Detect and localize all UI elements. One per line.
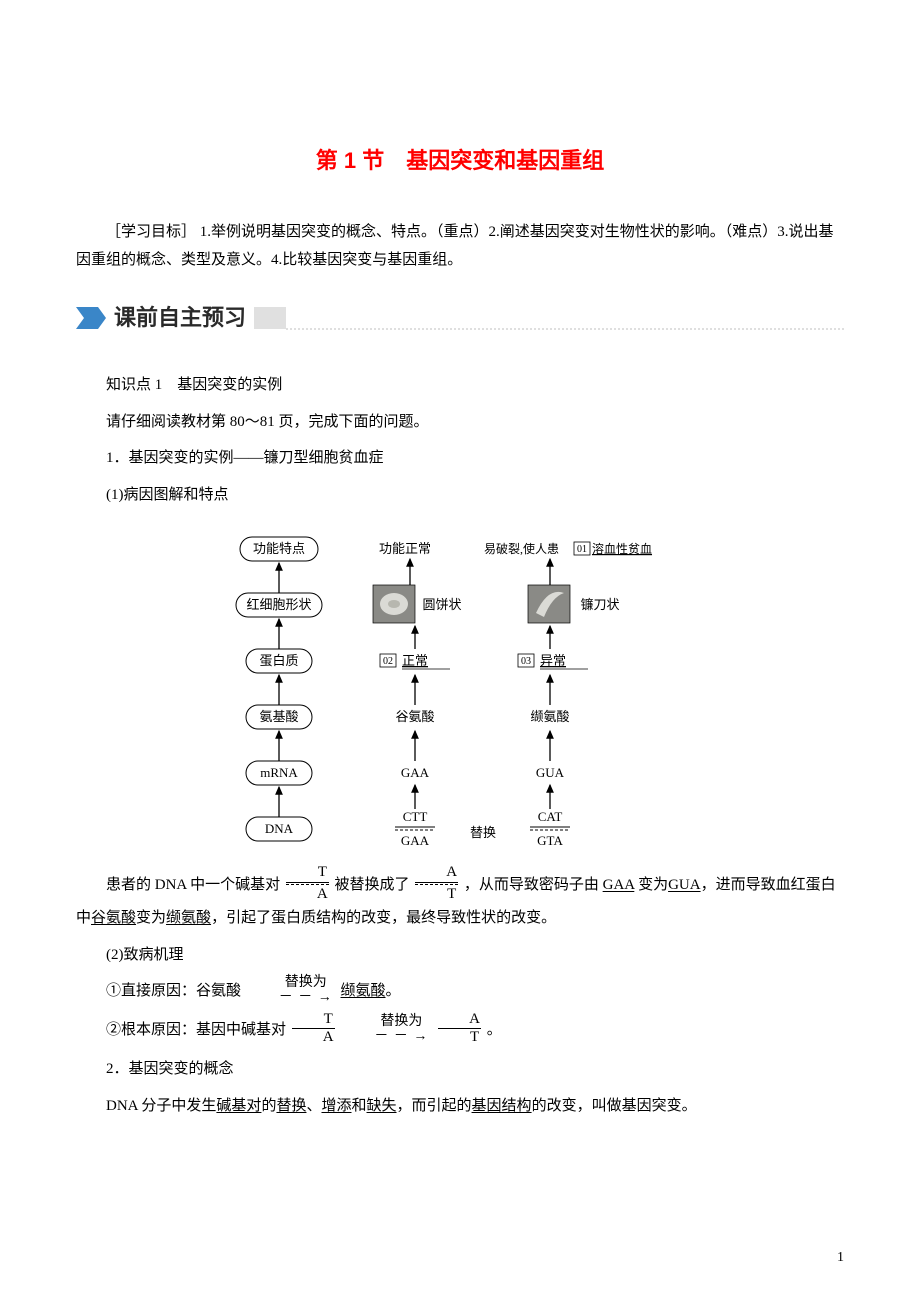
cell-normal-photo xyxy=(373,585,415,623)
kp1-heading: 知识点 1 基因突变的实例 xyxy=(76,371,844,400)
concept-b: ，而引起的 xyxy=(397,1098,472,1114)
section-banner: 课前自主预习 xyxy=(76,301,844,346)
ad-post1b: 变为 xyxy=(638,877,668,893)
d1-dot: 。 xyxy=(386,983,401,999)
goals-label: ［学习目标］ xyxy=(106,224,196,240)
kp1-sub2: (2)致病机理 xyxy=(76,941,844,970)
w2: 替换 xyxy=(276,1098,306,1114)
level-1: 红细胞形状 xyxy=(246,597,311,612)
func-disease-pre: 易破裂,使人患 xyxy=(484,541,559,556)
frac-AT: A T xyxy=(415,865,458,902)
goals-item-2: 2.阐述基因突变对生物性状的影响。（难点） xyxy=(489,224,778,240)
ad-mid1: 被替换成了 xyxy=(335,877,410,893)
d1-post: 缬氨酸 xyxy=(341,983,386,999)
svg-text:CTT: CTT xyxy=(403,809,428,824)
mrna-disease: GUA xyxy=(536,765,565,780)
ad-pre1: 患者的 DNA 中一个碱基对 xyxy=(106,877,280,893)
svg-text:03: 03 xyxy=(521,656,531,667)
ad-post1a: ，从而导致密码子由 xyxy=(464,877,599,893)
learning-goals: ［学习目标］ 1.举例说明基因突变的概念、特点。（重点）2.阐述基因突变对生物性… xyxy=(76,218,844,275)
w1: 碱基对 xyxy=(216,1098,261,1114)
w4: 缺失 xyxy=(367,1098,397,1114)
level-2: 蛋白质 xyxy=(259,653,298,668)
protein-disease: 异常 xyxy=(540,653,566,668)
kp1-item2: 2．基因突变的概念 xyxy=(76,1055,844,1084)
dna-disease: CAT GTA xyxy=(530,809,570,848)
svg-text:GAA: GAA xyxy=(401,833,430,848)
page-title: 第 1 节 基因突变和基因重组 xyxy=(76,140,844,182)
ad-line2b: 变为 xyxy=(136,910,166,926)
mid-de: 的 xyxy=(261,1098,276,1114)
after-diagram-para: 患者的 DNA 中一个碱基对 T A 被替换成了 A T ，从而导致密码子由 G… xyxy=(76,867,844,933)
banner-arrow-icon xyxy=(76,307,106,329)
cell-disease-photo xyxy=(528,585,570,623)
dna-normal: CTT GAA xyxy=(395,809,435,848)
svg-text:01: 01 xyxy=(577,544,587,555)
aa-glu: 谷氨酸 xyxy=(91,910,136,926)
diagram-container: 功能特点 红细胞形状 蛋白质 氨基酸 mRNA DNA 功能正常 易破裂,使人患 xyxy=(76,527,844,857)
d2-dot: 。 xyxy=(487,1022,502,1038)
svg-text:CAT: CAT xyxy=(538,809,563,824)
dun1: 、 xyxy=(306,1098,321,1114)
shape-normal-label: 圆饼状 xyxy=(422,597,461,612)
section-banner-svg: 课前自主预习 xyxy=(76,301,846,335)
page-number: 1 xyxy=(837,1245,844,1272)
kp1-sub1: (1)病因图解和特点 xyxy=(76,481,844,510)
page: 第 1 节 基因突变和基因重组 ［学习目标］ 1.举例说明基因突变的概念、特点。… xyxy=(0,0,920,1302)
level-0: 功能特点 xyxy=(253,541,305,556)
func-normal: 功能正常 xyxy=(379,541,431,556)
shape-disease-label: 镰刀状 xyxy=(580,597,619,612)
aa-val: 缬氨酸 xyxy=(166,910,211,926)
num-03: 03 xyxy=(518,654,534,667)
d2-frac2: A T xyxy=(438,1012,481,1045)
w3: 增添 xyxy=(321,1098,351,1114)
ad-line2c: ，引起了蛋白质结构的改变，最终导致性状的改变。 xyxy=(211,910,556,926)
root-cause: ②根本原因：基因中碱基对 T A 替换为 － － → A T 。 xyxy=(76,1014,844,1047)
codon-gaa: GAA xyxy=(603,877,635,893)
d2-frac1: T A xyxy=(292,1012,335,1045)
kp1-item1-title: 1．基因突变的实例——镰刀型细胞贫血症 xyxy=(76,444,844,473)
svg-text:02: 02 xyxy=(383,656,393,667)
dna-between: 替换 xyxy=(470,825,496,840)
d1-arrow: 替换为 － － → xyxy=(249,976,333,1005)
aa-disease: 缬氨酸 xyxy=(530,709,569,724)
goals-item-1: 1.举例说明基因突变的概念、特点。（重点） xyxy=(200,224,489,240)
kp1-read: 请仔细阅读教材第 80～81 页，完成下面的问题。 xyxy=(76,408,844,437)
w5: 基因结构 xyxy=(472,1098,532,1114)
he: 和 xyxy=(352,1098,367,1114)
d1-pre: ①直接原因：谷氨酸 xyxy=(106,983,241,999)
mrna-normal: GAA xyxy=(401,765,430,780)
func-disease: 溶血性贫血 xyxy=(592,541,652,556)
aa-normal: 谷氨酸 xyxy=(395,709,434,724)
level-5: DNA xyxy=(265,821,294,836)
concept-para: DNA 分子中发生碱基对的替换、增添和缺失，而引起的基因结构的改变，叫做基因突变… xyxy=(76,1092,844,1121)
d2-arrow: 替换为 － － → xyxy=(344,1015,428,1044)
concept-a: DNA 分子中发生 xyxy=(106,1098,216,1114)
concept-c: 的改变，叫做基因突变。 xyxy=(532,1098,697,1114)
banner-text: 课前自主预习 xyxy=(114,305,246,330)
direct-cause: ①直接原因：谷氨酸 替换为 － － → 缬氨酸。 xyxy=(76,977,844,1006)
codon-gua: GUA xyxy=(668,877,701,893)
num-02: 02 xyxy=(380,654,396,667)
num-01: 01 xyxy=(574,542,590,555)
goals-item-4: 4.比较基因突变与基因重组。 xyxy=(271,252,462,268)
banner-box xyxy=(254,307,286,329)
d2-pre: ②根本原因：基因中碱基对 xyxy=(106,1022,286,1038)
svg-text:GTA: GTA xyxy=(537,833,563,848)
level-4: mRNA xyxy=(260,765,298,780)
diagram-svg: 功能特点 红细胞形状 蛋白质 氨基酸 mRNA DNA 功能正常 易破裂,使人患 xyxy=(230,527,690,857)
level-3: 氨基酸 xyxy=(259,709,298,724)
frac-TA: T A xyxy=(286,865,329,902)
protein-normal: 正常 xyxy=(402,653,428,668)
